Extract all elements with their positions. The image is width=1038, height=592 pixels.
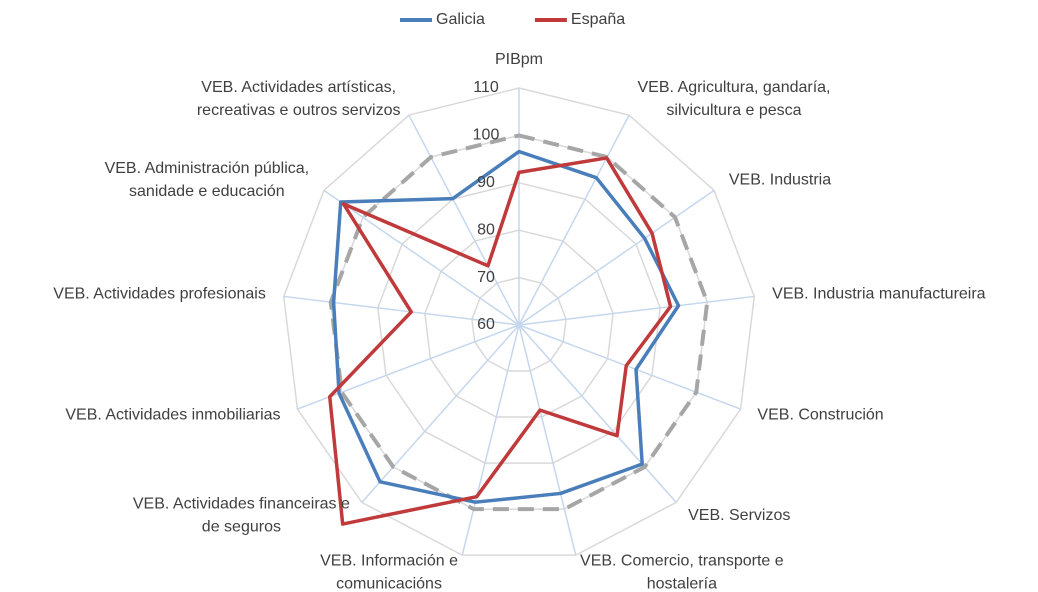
category-label-line: VEB. Agricultura, gandaría, bbox=[638, 79, 831, 96]
category-label-line: VEB. Servizos bbox=[688, 507, 790, 524]
category-label-line: VEB. Industria bbox=[729, 171, 831, 188]
spoke bbox=[361, 324, 520, 503]
category-label-line: VEB. Actividades inmobiliarias bbox=[65, 407, 280, 424]
category-label-line: silvicultura e pesca bbox=[666, 102, 801, 119]
spoke bbox=[518, 324, 677, 503]
legend-label: España bbox=[571, 11, 625, 28]
series-line bbox=[328, 156, 673, 526]
category-label-line: VEB. Actividades profesionais bbox=[53, 285, 266, 302]
category-label-line: hostalería bbox=[647, 575, 717, 592]
category-label: VEB. Actividades artísticas, recreativas … bbox=[197, 79, 401, 119]
spoke bbox=[518, 324, 741, 410]
spoke bbox=[408, 114, 520, 326]
category-label-line: comunicacións bbox=[336, 575, 442, 592]
category-label: VEB. Comercio, transporte e hostalería bbox=[580, 552, 784, 592]
grid-ring bbox=[282, 87, 756, 556]
series-line bbox=[331, 149, 681, 504]
category-label-line: VEB. Administración pública, bbox=[105, 160, 310, 177]
category-label: VEB. Industria manufactureira bbox=[772, 285, 986, 302]
spoke bbox=[297, 324, 520, 410]
category-label-line: VEB. Actividades financeiras e bbox=[133, 496, 350, 513]
grid-ring bbox=[471, 276, 567, 372]
spoke bbox=[518, 189, 715, 326]
r-tick-label: 60 bbox=[477, 316, 495, 333]
r-tick-label: 110 bbox=[473, 79, 499, 96]
category-label: VEB. Actividades financeiras e de seguros bbox=[133, 496, 350, 536]
spoke bbox=[518, 324, 577, 556]
category-label: VEB. Actividades profesionais bbox=[53, 285, 266, 302]
spoke bbox=[518, 114, 630, 326]
category-label-line: PIBpm bbox=[495, 51, 543, 68]
category-label-line: de seguros bbox=[202, 519, 281, 536]
category-label-line: VEB. Actividades artísticas, bbox=[201, 79, 396, 96]
spoke bbox=[461, 324, 520, 556]
category-label-line: VEB. Industria manufactureira bbox=[772, 285, 986, 302]
category-label: VEB. Administración pública, sanidade e e… bbox=[105, 160, 310, 200]
spoke bbox=[518, 295, 755, 326]
category-label: VEB. Agricultura, gandaría, silvicultura … bbox=[638, 79, 831, 119]
category-label-line: VEB. Construción bbox=[757, 407, 883, 424]
r-tick-label: 90 bbox=[477, 174, 495, 191]
spoke bbox=[323, 189, 520, 326]
r-tick-label: 80 bbox=[477, 221, 495, 238]
r-tick-label: 100 bbox=[473, 127, 500, 144]
category-label-line: VEB. Información e bbox=[320, 552, 458, 569]
grid-ring bbox=[377, 182, 661, 464]
spoke bbox=[283, 295, 520, 326]
reference-line bbox=[328, 133, 710, 512]
category-label: VEB. Construción bbox=[757, 407, 883, 424]
category-label: PIBpm bbox=[495, 51, 543, 68]
category-label: VEB. Industria bbox=[729, 171, 831, 188]
grid-ring bbox=[424, 229, 614, 418]
category-label: VEB. Información e comunicacións bbox=[320, 552, 458, 592]
category-label: VEB. Servizos bbox=[688, 507, 790, 524]
category-label-line: recreativas e outros servizos bbox=[197, 102, 401, 119]
legend-label: Galicia bbox=[436, 11, 485, 28]
category-label: VEB. Actividades inmobiliarias bbox=[65, 407, 280, 424]
r-tick-label: 70 bbox=[477, 269, 495, 286]
category-label-line: sanidade e educación bbox=[129, 183, 285, 200]
category-label-line: VEB. Comercio, transporte e bbox=[580, 552, 784, 569]
